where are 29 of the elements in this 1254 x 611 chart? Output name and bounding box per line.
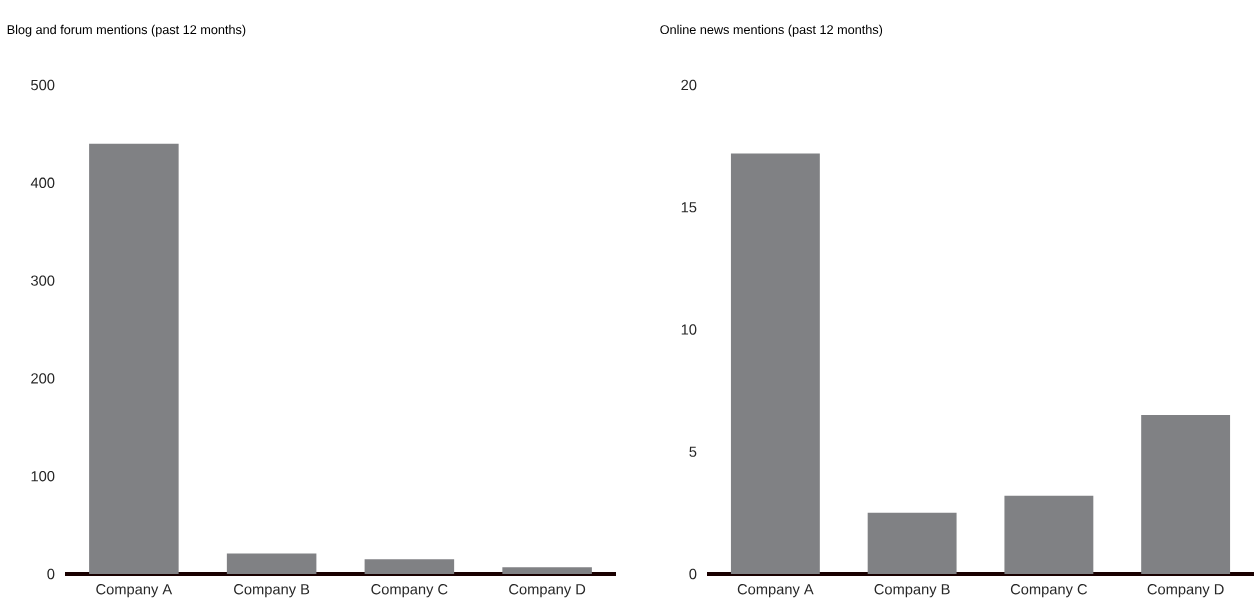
x-tick-label: Company A	[737, 584, 814, 598]
y-tick-label: 5	[689, 446, 697, 457]
bar	[89, 143, 179, 574]
bar	[1141, 415, 1231, 574]
y-tick-label: 200	[31, 373, 55, 384]
bar	[730, 153, 820, 574]
x-tick-label: Company D	[509, 584, 586, 598]
x-tick-label: Company C	[1010, 584, 1088, 598]
y-tick-label: 0	[47, 568, 55, 580]
chart-title: Blog and forum mentions (past 12 months)	[7, 24, 246, 37]
y-tick-label: 20	[681, 79, 697, 91]
bar	[1004, 495, 1094, 574]
chart-title: Online news mentions (past 12 months)	[660, 24, 883, 37]
x-tick-label: Company D	[1147, 584, 1224, 598]
y-tick-label: 400	[30, 177, 55, 188]
y-tick-label: 15	[681, 202, 697, 213]
y-tick-label: 0	[689, 568, 697, 580]
bar	[226, 553, 317, 574]
y-tick-label: 100	[31, 471, 55, 482]
x-tick-label: Company B	[874, 584, 950, 598]
y-tick-label: 300	[31, 275, 55, 286]
x-tick-label: Company C	[371, 584, 448, 598]
x-tick-label: Company A	[96, 584, 173, 598]
x-tick-label: Company B	[234, 584, 310, 598]
bar	[364, 559, 455, 574]
bar	[867, 512, 957, 574]
bar	[502, 567, 592, 574]
y-tick-label: 500	[31, 79, 55, 91]
y-tick-label: 10	[681, 324, 697, 335]
